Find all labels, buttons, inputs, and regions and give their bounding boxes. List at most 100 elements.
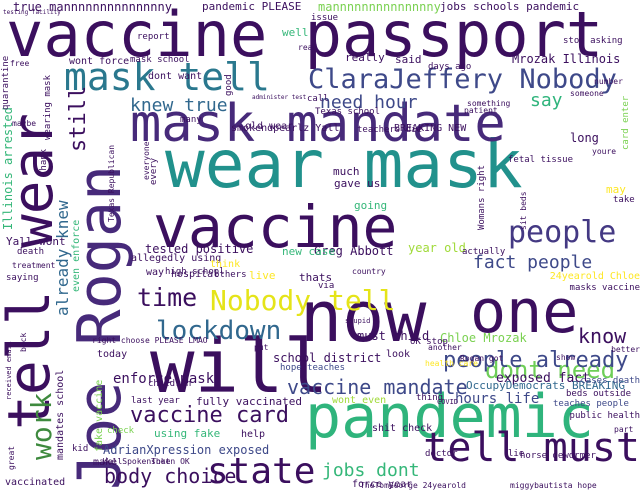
- word-wont-even: wont even: [332, 395, 387, 406]
- word-saying: saying: [6, 273, 39, 283]
- word-teachers-die: teachers die: [357, 125, 423, 135]
- word-even-enforce-vertical: even enforce: [71, 219, 82, 292]
- word-wear-mask: wear mask: [165, 126, 523, 203]
- word-mrozak-illinois: Mrozak Illinois: [512, 52, 621, 66]
- word-great-vertical: great: [7, 445, 16, 470]
- word-number: number: [594, 77, 623, 86]
- word-issue: issue: [311, 13, 339, 23]
- word-now: now: [300, 276, 427, 358]
- word-fake-vaccine-vertical: fake vaccine: [94, 379, 105, 452]
- word-everyone-vertical: everyone: [142, 141, 151, 180]
- word-pandemic: pandemic: [305, 382, 594, 452]
- word-fetal-tissue: fetal tissue: [508, 155, 574, 165]
- word-cases-death: cases death: [580, 376, 640, 386]
- word-last-year: last year: [131, 396, 180, 406]
- word-dont-need: dont need: [485, 356, 616, 384]
- word-vaccine: vaccine: [153, 193, 398, 261]
- word-new-case: new case: [282, 245, 335, 258]
- word-someone: someone: [570, 89, 604, 98]
- word-jobs-schools-pandemic: jobs schools pandemic: [440, 0, 580, 13]
- word-teaches-people: teaches people: [553, 399, 629, 409]
- word-fact-people: fact people: [473, 252, 593, 273]
- word-force-year: force year: [352, 479, 413, 490]
- word-24yearold-chloe: 24yearold Chloe: [549, 271, 640, 282]
- word-many: many: [180, 115, 202, 125]
- word-death: death: [17, 247, 45, 257]
- word-children: children: [148, 379, 192, 389]
- word-high-school: high school: [165, 267, 225, 277]
- word-quarantine-vertical: quarantine: [1, 55, 11, 110]
- word-lie: lie: [508, 449, 525, 459]
- word-allegedly-using: allegedly using: [131, 253, 222, 264]
- word-stop-asking: stop asking: [563, 36, 623, 46]
- word-actually: actually: [462, 247, 506, 257]
- word-sit-beds-vertical: sit beds: [519, 191, 528, 230]
- word-right-choose-please-lmao: right choose PLEASE LMAO: [92, 336, 208, 345]
- word-long: long: [570, 131, 599, 145]
- word-dont-want: dont want: [148, 71, 203, 82]
- word-nobody-tell: Nobody tell: [210, 284, 396, 317]
- word-breaking-new: BREAKING NEW: [394, 123, 467, 134]
- word-need-hour: need hour: [320, 92, 418, 113]
- word-stupid: stupid: [345, 317, 371, 325]
- word-treatment: treatment: [12, 261, 56, 270]
- word-smokendpearlz-yall: smokendpearlz Yall: [231, 123, 340, 134]
- word-greg-abbott: Greg Abbott: [314, 244, 394, 258]
- word-tested-positive: tested positive: [145, 242, 254, 256]
- word-received-email-vertical: received email: [5, 340, 13, 400]
- word-pandemic-please: pandemic PLEASE: [202, 0, 302, 13]
- word-hours-life: hours life: [455, 391, 540, 407]
- word-hospital: hospital: [171, 269, 220, 280]
- word-wellspokentoken-ok: WellSpokenToken OK: [103, 457, 190, 466]
- word-way: way: [146, 267, 165, 278]
- word-days-ago: days ago: [428, 62, 472, 72]
- word-said: said: [395, 53, 422, 66]
- word-will: will: [150, 324, 329, 410]
- word-take: take: [613, 195, 635, 205]
- word-chloe-mrozak: Chloe Mrozak: [440, 331, 527, 345]
- word-better: better: [611, 345, 640, 354]
- word-occupydemocrats-breaking: OccupyDemocrats BREAKING: [466, 379, 625, 392]
- word-knew-true: knew true: [130, 95, 228, 116]
- word-using-fake: using fake: [154, 427, 221, 440]
- word-old-wear: old wear: [245, 121, 294, 132]
- word-masks-vaccine: masks vaccine: [569, 283, 640, 293]
- word-ok-stop: OK stop: [410, 337, 448, 347]
- word-one: one: [470, 277, 579, 347]
- word-womans-right-vertical: Womans right: [477, 164, 487, 230]
- word-shit-check: shit check: [372, 423, 433, 434]
- word-others: others: [214, 270, 247, 280]
- word-thing: thing: [416, 393, 444, 403]
- word-school-district: school district: [273, 351, 382, 365]
- word-work-vertical: work: [25, 392, 58, 460]
- word-know: know: [578, 324, 627, 348]
- word-back-vertical: back: [19, 332, 28, 352]
- word-may: may: [606, 183, 626, 196]
- word-another: another: [428, 343, 462, 352]
- word-covid: COVID: [437, 398, 459, 406]
- word-country: country: [352, 267, 386, 276]
- word-card-enter-vertical: card enter: [621, 95, 631, 150]
- word-shot: shot: [151, 457, 171, 466]
- word-say: say: [530, 90, 563, 111]
- word-yall-wont: Yall wont: [6, 235, 66, 248]
- word-mask-school: mask school: [130, 55, 190, 65]
- word-vaccine-passport: vaccine passport: [6, 0, 604, 71]
- word-rogan-got: Rogan got: [460, 354, 504, 363]
- word-exposed-fact: exposed fact: [496, 371, 590, 386]
- word-doctor: doctor: [425, 449, 458, 459]
- word-show: show: [556, 353, 576, 362]
- word-jobs-dont: jobs dont: [322, 460, 420, 481]
- word-something: something: [467, 99, 511, 108]
- word-well: well: [282, 26, 309, 39]
- word-mandates-school-vertical: mandates school: [55, 369, 66, 460]
- word-adrianxpression-exposed: AdrianXpression exposed: [103, 443, 270, 457]
- word-must-child: must child: [357, 329, 430, 343]
- word-vaccinated: vaccinated: [5, 477, 66, 488]
- word-mask-mandate: mask mandate: [130, 94, 506, 154]
- word-miggybautista-hope: miggybautista hope: [510, 481, 597, 490]
- word-really: really: [345, 51, 385, 64]
- word-health-care: health care: [425, 359, 478, 368]
- word-think: think: [210, 259, 241, 270]
- word-state: state: [207, 451, 316, 492]
